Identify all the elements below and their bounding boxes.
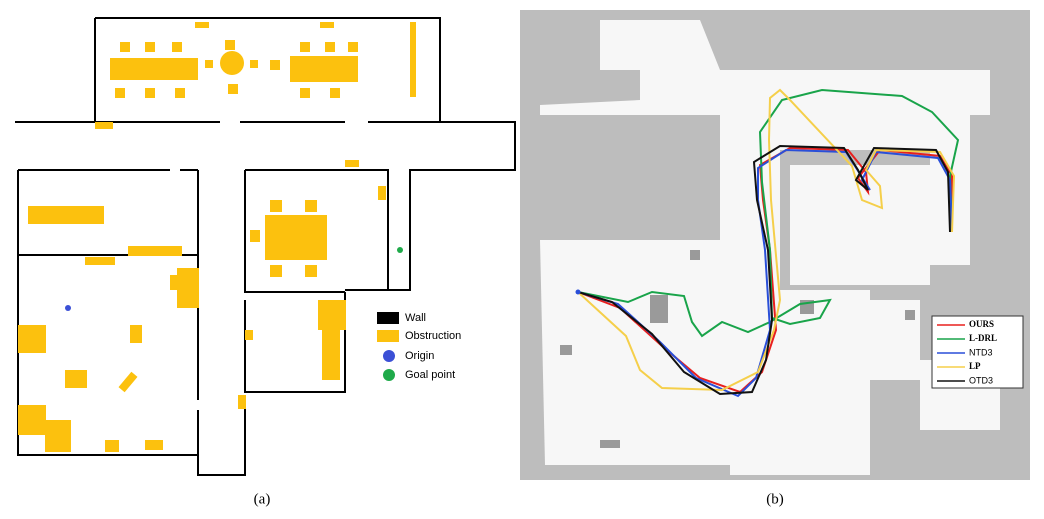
- legend-swatch: [383, 350, 395, 362]
- obstructions: [18, 22, 416, 452]
- legend-label: NTD3: [969, 347, 993, 357]
- start-point: [576, 290, 581, 295]
- goal-point: [397, 247, 403, 253]
- legend-label: OTD3: [969, 375, 993, 385]
- legend-swatch: [383, 369, 395, 381]
- origin-point: [65, 305, 71, 311]
- panel-label: (b): [766, 491, 784, 507]
- figure: Wall Obstruction Origin Goal point OURS L-DR…: [0, 0, 1044, 514]
- occupancy-map: OURS L-DRL NTD3 LP OTD3: [520, 10, 1030, 480]
- legend-label: Goal point: [405, 369, 455, 381]
- floor-plan: Wall Obstruction Origin Goal point: [15, 18, 515, 475]
- legend-swatch: [377, 330, 399, 342]
- legend-label: L-DRL: [969, 333, 997, 343]
- legend-label: Origin: [405, 350, 434, 362]
- panel-label: (a): [254, 491, 271, 507]
- legend-label: Wall: [405, 312, 426, 324]
- legend-swatch: [377, 312, 399, 324]
- legend-label: OURS: [969, 319, 994, 329]
- legend-label: LP: [969, 361, 981, 371]
- legend-label: Obstruction: [405, 330, 461, 342]
